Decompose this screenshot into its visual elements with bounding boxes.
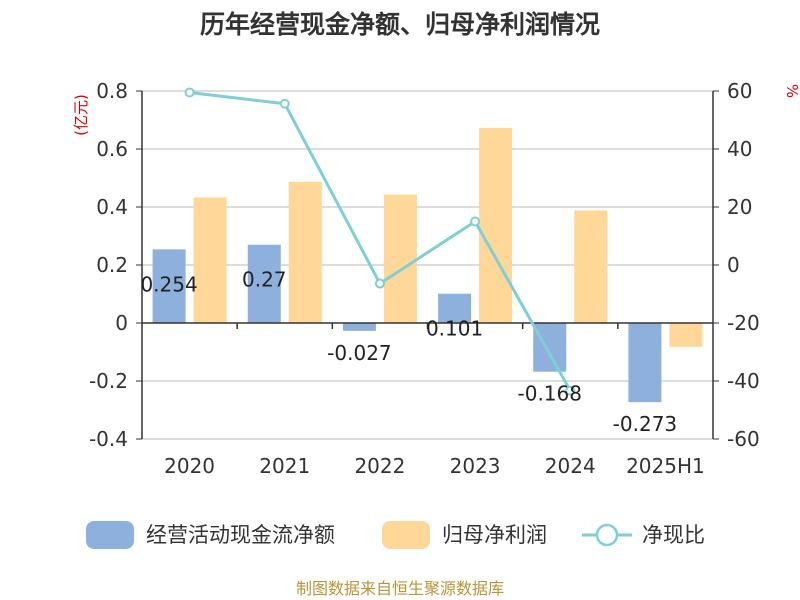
x-tick-label: 2024 bbox=[545, 454, 596, 478]
cash-ratio-point bbox=[565, 385, 576, 396]
legend-label-cash-ratio: 净现比 bbox=[642, 523, 705, 547]
cash-flow-data-label: -0.168 bbox=[518, 382, 582, 406]
legend-item-cash-ratio[interactable]: 净现比 bbox=[582, 523, 705, 547]
x-tick-label: 2025H1 bbox=[626, 454, 705, 478]
left-tick-label: -0.4 bbox=[89, 427, 128, 451]
left-tick-label: -0.2 bbox=[89, 369, 128, 393]
left-tick-label: 0.8 bbox=[96, 79, 128, 103]
net-profit-bar bbox=[574, 210, 608, 323]
chart-title: 历年经营现金净额、归母净利润情况 bbox=[200, 10, 600, 39]
right-tick-label: 60 bbox=[727, 79, 752, 103]
cash-ratio-point bbox=[279, 98, 290, 109]
grid-lines bbox=[142, 90, 713, 440]
legend-marker-cash-ratio bbox=[595, 523, 619, 547]
cash-flow-data-label: -0.273 bbox=[613, 412, 677, 436]
ratio-line-series bbox=[184, 87, 576, 396]
left-tick-label: 0.2 bbox=[96, 253, 128, 277]
net-profit-bar bbox=[288, 181, 322, 323]
left-axis-unit-label: (亿元) bbox=[72, 94, 90, 136]
legend: 经营活动现金流净额 归母净利润 净现比 bbox=[86, 521, 705, 549]
right-tick-label: 40 bbox=[727, 137, 752, 161]
cash-flow-data-label: 0.101 bbox=[426, 317, 483, 341]
data-labels: 0.254 0.27 -0.027 0.101 -0.168 -0.273 bbox=[140, 268, 677, 436]
right-axis-unit-label: % bbox=[783, 84, 800, 98]
x-tick-label: 2023 bbox=[450, 454, 501, 478]
data-source-note: 制图数据来自恒生聚源数据库 bbox=[296, 579, 504, 598]
legend-item-cash-flow[interactable]: 经营活动现金流净额 bbox=[86, 521, 335, 549]
cash-flow-bar bbox=[438, 293, 472, 323]
cash-flow-data-label: 0.254 bbox=[140, 272, 197, 296]
net-profit-bar bbox=[479, 127, 513, 323]
cash-flow-data-label: -0.027 bbox=[327, 341, 391, 365]
x-tick-label: 2021 bbox=[259, 454, 310, 478]
legend-item-net-profit[interactable]: 归母净利润 bbox=[382, 521, 547, 549]
cash-flow-bar bbox=[628, 323, 662, 403]
right-tick-label: 0 bbox=[727, 253, 740, 277]
cash-ratio-point bbox=[184, 87, 195, 98]
net-profit-bar bbox=[383, 194, 417, 323]
cash-flow-bar bbox=[342, 323, 376, 331]
right-tick-label: -60 bbox=[727, 427, 760, 451]
cash-flow-data-label: 0.27 bbox=[242, 268, 287, 292]
legend-swatch-cash-flow bbox=[86, 521, 134, 549]
axes: -0.4 -0.2 0 0.2 0.4 0.6 0.8 -60 -40 -20 0 20 40 60 202… bbox=[89, 79, 760, 478]
legend-swatch-net-profit bbox=[382, 521, 430, 549]
left-tick-label: 0.6 bbox=[96, 137, 128, 161]
net-profit-bar bbox=[669, 323, 703, 347]
cash-ratio-point bbox=[470, 216, 481, 227]
bar-series bbox=[152, 127, 703, 403]
cash-flow-bar bbox=[533, 323, 567, 372]
legend-label-net-profit: 归母净利润 bbox=[442, 523, 547, 547]
cash-flow-bar bbox=[247, 244, 281, 323]
cash-ratio-point bbox=[374, 278, 385, 289]
net-profit-bar bbox=[193, 197, 227, 323]
left-tick-label: 0 bbox=[115, 311, 128, 335]
x-tick-label: 2020 bbox=[164, 454, 215, 478]
cash-flow-bar bbox=[152, 249, 186, 323]
right-tick-label: -20 bbox=[727, 311, 760, 335]
right-tick-label: 20 bbox=[727, 195, 752, 219]
legend-label-cash-flow: 经营活动现金流净额 bbox=[146, 523, 335, 547]
left-tick-label: 0.4 bbox=[96, 195, 128, 219]
x-tick-label: 2022 bbox=[354, 454, 405, 478]
right-tick-label: -40 bbox=[727, 369, 760, 393]
